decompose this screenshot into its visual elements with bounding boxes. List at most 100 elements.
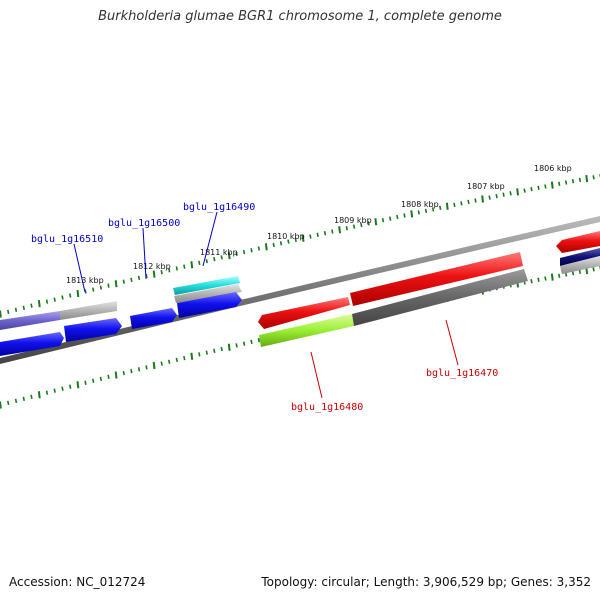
gene-label-bglu-1g16500[interactable]: bglu_1g16500: [108, 218, 180, 229]
outer-scale-tick: [367, 221, 370, 226]
scale-labels: 1806 kbp 1807 kbp 1808 kbp 1809 kbp 1810…: [66, 164, 572, 285]
inner-scale-tick: [7, 400, 10, 406]
gene-label-bglu-1g16480[interactable]: bglu_1g16480: [291, 402, 363, 413]
outer-scale-tick: [160, 270, 163, 275]
inner-scale-tick: [198, 352, 201, 357]
leader-bglu-1g16480: [310, 351, 323, 399]
scale-label-1807: 1807 kbp: [467, 182, 505, 191]
outer-scale-tick: [242, 249, 246, 255]
outer-scale-tick: [431, 207, 435, 212]
scale-label-1806: 1806 kbp: [534, 164, 572, 173]
inner-scale-tick: [53, 388, 56, 393]
gene-bglu-1g16480-forward[interactable]: [258, 297, 350, 329]
inner-scale-tick: [145, 365, 148, 370]
outer-scale-tick: [445, 202, 449, 210]
leader-bglu-1g16490: [202, 211, 218, 267]
outer-scale-tick: [107, 283, 110, 288]
outer-scale-tick: [558, 181, 561, 186]
outer-scale-tick: [516, 188, 519, 196]
scale-label-1813: 1813 kbp: [66, 276, 104, 285]
outer-scale-tick: [114, 280, 118, 288]
outer-scale-tick: [92, 287, 95, 292]
outer-scale-tick: [45, 299, 49, 304]
gene-bglu-1g16490-cyan[interactable]: [173, 276, 240, 295]
gene-left-gray[interactable]: [60, 301, 117, 320]
inner-scale-tick: [107, 374, 110, 380]
outer-scale-tick: [213, 257, 216, 262]
outer-scale-tick: [84, 289, 87, 294]
inner-scale-tick: [250, 339, 253, 345]
outer-scale-tick: [530, 187, 533, 192]
outer-scale-ring: [0, 174, 600, 318]
inner-scale-tick: [130, 369, 133, 374]
scale-label-1812: 1812 kbp: [133, 262, 171, 271]
outer-scale-tick: [235, 251, 238, 256]
scale-label-1809: 1809 kbp: [334, 216, 372, 225]
outer-scale-tick: [30, 303, 33, 308]
inner-scale-tick: [205, 350, 208, 355]
outer-scale-tick: [523, 188, 526, 193]
gene-bglu-1g16470-forward[interactable]: [350, 252, 523, 306]
gene-bglu-1g16480-lime[interactable]: [259, 314, 354, 347]
inner-scale-tick: [235, 343, 238, 348]
outer-scale-tick: [381, 218, 385, 223]
gene-right-gray[interactable]: [560, 256, 600, 274]
outer-scale-tick: [564, 180, 568, 185]
gene-bglu-1g16490-gray[interactable]: [174, 284, 242, 303]
outer-scale-tick: [338, 226, 341, 234]
gene-left-purple[interactable]: [0, 311, 60, 330]
outer-scale-tick: [205, 258, 208, 264]
outer-scale-tick: [592, 175, 595, 180]
inner-scale-tick: [92, 378, 95, 383]
outer-scale-tick: [323, 231, 327, 236]
outer-scale-tick: [61, 295, 64, 300]
outer-scale-tick: [360, 222, 363, 228]
outer-scale-tick: [0, 310, 2, 318]
outer-scale-tick: [481, 195, 484, 203]
inner-scale-tick: [544, 276, 547, 281]
inner-scale-tick: [37, 391, 41, 399]
inner-scale-tick: [537, 277, 540, 282]
outer-scale-tick: [168, 268, 171, 273]
inner-features: [0, 248, 600, 356]
outer-scale-tick: [264, 243, 268, 251]
gene-bglu-1g16500[interactable]: [130, 308, 177, 329]
inner-scale-tick: [160, 361, 163, 366]
outer-scale-tick: [571, 179, 575, 184]
inner-scale-tick: [76, 381, 80, 389]
outer-scale-tick: [22, 305, 25, 310]
outer-scale-tick: [76, 289, 80, 298]
outer-scale-tick: [198, 260, 201, 266]
gene-label-bglu-1g16490[interactable]: bglu_1g16490: [183, 202, 255, 213]
outer-scale-tick: [403, 213, 406, 218]
inner-scale-tick: [571, 271, 575, 276]
outer-scale-tick: [294, 237, 297, 243]
gene-bglu-1g16510-b[interactable]: [64, 318, 122, 342]
outer-scale-tick: [250, 248, 253, 253]
gene-label-bglu-1g16470[interactable]: bglu_1g16470: [426, 368, 498, 379]
gene-bglu-1g16490[interactable]: [177, 292, 242, 318]
outer-scale-tick: [424, 208, 428, 214]
outer-scale-tick: [585, 174, 589, 183]
genome-backbone: [0, 216, 600, 364]
outer-scale-tick: [227, 251, 231, 260]
gene-bglu-1g16470-dark[interactable]: [352, 269, 528, 326]
map-title: Burkholderia glumae BGR1 chromosome 1, c…: [98, 9, 502, 24]
gene-bglu-1g16510[interactable]: [0, 332, 64, 356]
outer-scale-tick: [389, 216, 392, 221]
gene-right-navy[interactable]: [560, 248, 600, 266]
outer-scale-tick: [460, 201, 463, 206]
inner-scale-tick: [550, 273, 554, 281]
inner-scale-tick: [22, 396, 25, 401]
gene-label-bglu-1g16510[interactable]: bglu_1g16510: [31, 234, 103, 245]
inner-scale-tick: [14, 398, 18, 404]
scale-label-1810: 1810 kbp: [267, 232, 305, 241]
inner-scale-tick: [61, 386, 64, 391]
outer-scale-tick: [467, 199, 470, 205]
outer-scale-tick: [550, 181, 554, 189]
gene-right-red[interactable]: [556, 231, 600, 253]
outer-scale-tick: [37, 299, 41, 308]
outer-scale-tick: [316, 232, 319, 237]
outer-scale-tick: [544, 184, 547, 189]
